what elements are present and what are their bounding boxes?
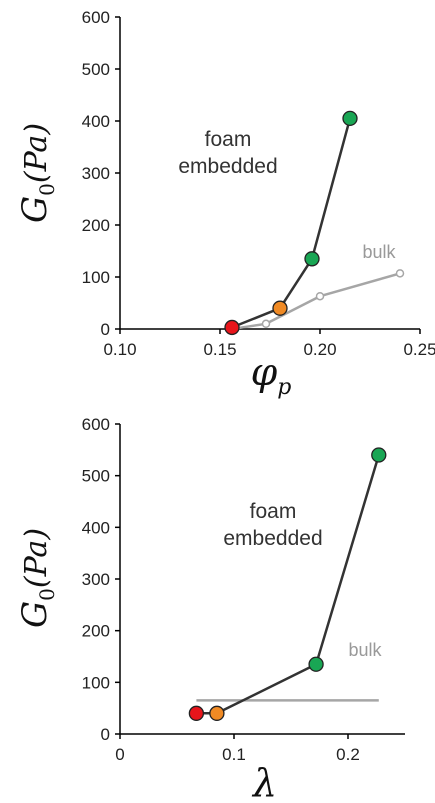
y-tick-label: 400 xyxy=(82,112,110,131)
annotation-embedded: embedded xyxy=(223,527,322,550)
data-point-foam-embedded xyxy=(188,705,205,721)
y-tick-label: 100 xyxy=(82,268,110,287)
svg-text:G0(Pa): G0(Pa) xyxy=(15,123,59,223)
y-tick-label: 500 xyxy=(82,60,110,79)
y-tick-label: 200 xyxy=(82,216,110,235)
data-point-bulk xyxy=(261,319,271,329)
y-axis-title: G0(Pa) xyxy=(15,123,59,223)
annotation-embedded: embedded xyxy=(178,155,277,178)
series-line-foam-embedded xyxy=(196,454,380,715)
x-ticks: 0 0.1 0.2 xyxy=(115,734,360,764)
data-point-foam-embedded xyxy=(272,300,288,316)
data-point-bulk xyxy=(315,291,325,301)
x-tick-label: 0.1 xyxy=(222,745,246,764)
annotation-foam: foam xyxy=(205,128,252,151)
x-axis-title: λ xyxy=(251,761,277,803)
y-tick-label: 400 xyxy=(82,518,110,537)
x-axis-title: φp xyxy=(251,350,292,400)
y-tick-label: 300 xyxy=(82,570,110,589)
y-tick-label: 200 xyxy=(82,622,110,641)
data-point-foam-embedded xyxy=(371,447,387,463)
annotation-bulk: bulk xyxy=(362,242,396,262)
y-ticks: 0 100 200 300 400 500 600 xyxy=(82,8,120,339)
data-point-foam-embedded xyxy=(209,705,225,721)
x-tick-label: 0.25 xyxy=(403,340,435,359)
annotation-foam: foam xyxy=(250,500,297,523)
x-tick-label: 0.15 xyxy=(203,340,236,359)
series-layer xyxy=(188,447,387,721)
data-point-foam-embedded xyxy=(224,319,240,336)
x-tick-label: 0.2 xyxy=(336,745,360,764)
chart-top: 0 100 200 300 400 500 600 0.10 0.15 0.20 0.25 foa… xyxy=(15,8,435,400)
data-point-foam-embedded xyxy=(304,251,320,267)
y-axis-title-units: (Pa) xyxy=(19,123,54,183)
annotation-bulk: bulk xyxy=(348,640,382,660)
y-axis-title-G: G xyxy=(15,196,55,223)
series-line-bulk xyxy=(231,272,401,331)
data-point-bulk xyxy=(395,269,405,278)
y-axis-title: G0(Pa) xyxy=(15,528,59,628)
data-point-foam-embedded xyxy=(342,110,358,127)
y-tick-label: 600 xyxy=(82,415,110,434)
x-tick-label: 0.20 xyxy=(303,340,336,359)
y-axis-title-subscript: 0 xyxy=(35,183,59,196)
x-tick-label: 0 xyxy=(115,745,124,764)
data-point-foam-embedded xyxy=(308,656,324,672)
y-axis-title-units: (Pa) xyxy=(19,528,54,588)
y-tick-label: 600 xyxy=(82,8,110,27)
y-tick-label: 0 xyxy=(101,320,110,339)
x-ticks: 0.10 0.15 0.20 0.25 xyxy=(103,329,435,359)
y-tick-label: 500 xyxy=(82,467,110,486)
series-line-foam-embedded xyxy=(231,118,352,329)
y-ticks: 0 100 200 300 400 500 600 xyxy=(82,415,120,744)
chart-bottom: 0 100 200 300 400 500 600 0 0.1 0.2 foam embedde… xyxy=(15,415,405,803)
y-tick-label: 0 xyxy=(101,725,110,744)
y-tick-label: 300 xyxy=(82,164,110,183)
y-axis-title-subscript: 0 xyxy=(35,588,59,601)
x-tick-label: 0.10 xyxy=(103,340,136,359)
svg-text:G0(Pa): G0(Pa) xyxy=(15,528,59,628)
y-axis-title-G: G xyxy=(15,601,55,628)
y-tick-label: 100 xyxy=(82,673,110,692)
series-layer xyxy=(224,110,405,336)
